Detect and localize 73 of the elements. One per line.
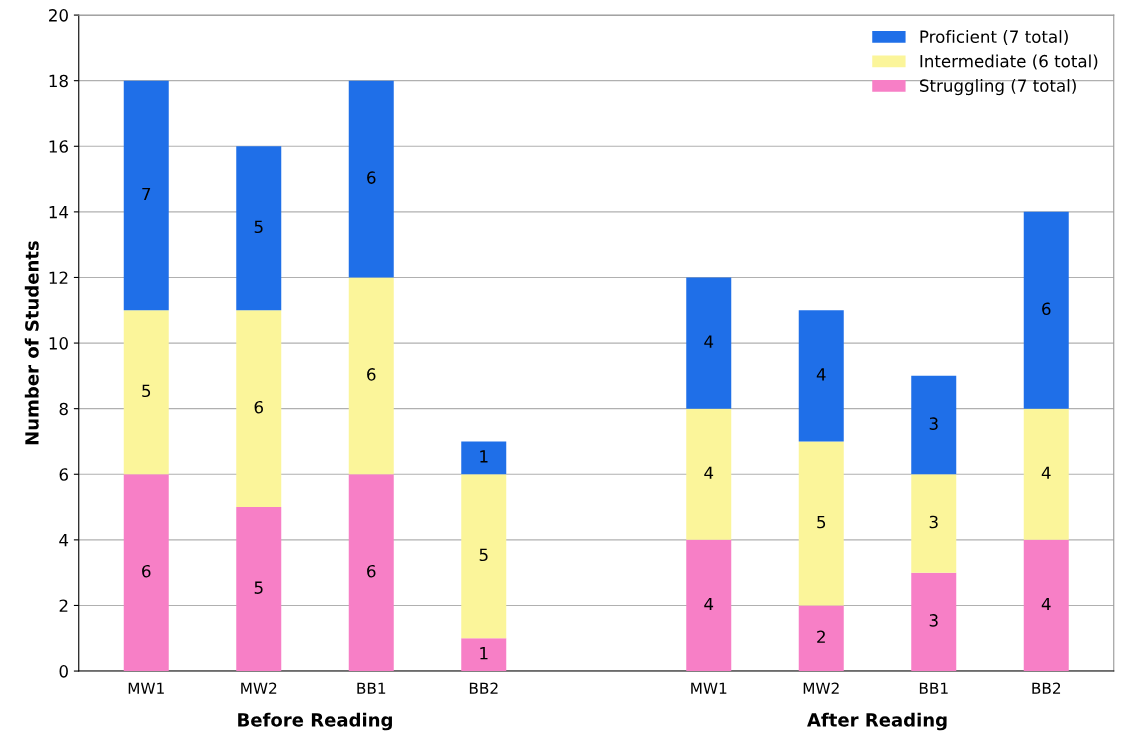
bar <box>348 474 394 672</box>
data-label: 5 <box>817 515 826 529</box>
data-label: 1 <box>480 450 488 463</box>
bar <box>798 605 844 672</box>
bar <box>461 441 507 475</box>
data-label: 3 <box>929 614 938 627</box>
y-tick-label: 2 <box>59 599 68 612</box>
x-tick-label: MW2 <box>241 682 277 694</box>
bar <box>1023 408 1069 540</box>
data-label: 6 <box>142 564 151 578</box>
data-label: 3 <box>929 515 938 529</box>
bar <box>798 441 844 606</box>
text: After Reading <box>807 712 947 731</box>
bar <box>686 539 732 672</box>
x-tick-label: BB1 <box>357 682 386 694</box>
data-label: 4 <box>1041 466 1051 479</box>
bar <box>911 375 957 475</box>
x-tick-label: MW1 <box>128 682 164 694</box>
bar <box>348 80 394 278</box>
bar <box>686 277 732 409</box>
data-label: 6 <box>367 368 376 381</box>
bar <box>461 638 507 672</box>
legend-label: Struggling (7 total) <box>920 79 1076 96</box>
data-label: 1 <box>480 647 488 660</box>
data-label: 6 <box>367 564 376 578</box>
x-tick-label: MW1 <box>691 682 727 694</box>
legend-label: Intermediate (6 total) <box>920 54 1098 70</box>
y-tick-label: 6 <box>59 468 68 481</box>
bar <box>123 310 169 475</box>
data-label: 5 <box>479 548 488 562</box>
bar <box>348 277 394 475</box>
y-tick-label: 20 <box>49 9 68 22</box>
data-label: 6 <box>367 171 376 184</box>
bar <box>911 572 957 672</box>
data-label: 2 <box>817 630 825 643</box>
bar <box>1023 539 1069 672</box>
x-tick-label: BB1 <box>919 682 948 694</box>
bar <box>461 474 507 639</box>
bar <box>236 310 282 508</box>
data-label: 5 <box>254 220 263 234</box>
x-tick-label: MW2 <box>803 682 839 694</box>
legend-label: Proficient (7 total) <box>920 30 1068 45</box>
data-label: 4 <box>704 597 714 611</box>
y-axis-title: Number of Students <box>24 241 39 445</box>
y-tick-label: 16 <box>49 140 68 153</box>
data-label: 5 <box>142 384 151 398</box>
text: Before Reading <box>238 712 392 731</box>
bar <box>236 507 282 672</box>
y-tick-label: 10 <box>49 337 68 350</box>
y-tick-label: 14 <box>49 206 69 219</box>
bar <box>123 80 169 311</box>
y-tick-label: 0 <box>59 665 68 678</box>
data-label: 5 <box>254 581 263 594</box>
bar <box>1023 211 1069 409</box>
data-label: 4 <box>704 335 714 348</box>
data-label: 7 <box>142 187 151 201</box>
data-label: 4 <box>1041 597 1051 611</box>
y-tick-label: 8 <box>59 402 68 416</box>
x-tick-label: BB2 <box>1032 682 1061 694</box>
y-tick-label: 18 <box>49 74 68 88</box>
bar <box>686 408 732 540</box>
bar <box>798 310 844 442</box>
data-label: 6 <box>1042 302 1051 316</box>
y-tick-label: 4 <box>59 534 69 547</box>
y-tick-label: 12 <box>49 271 68 284</box>
bar <box>123 474 169 672</box>
data-label: 3 <box>929 417 938 430</box>
bar <box>236 146 282 311</box>
bar <box>911 474 957 573</box>
x-tick-label: BB2 <box>469 682 498 694</box>
data-label: 4 <box>704 466 714 479</box>
data-label: 4 <box>816 368 826 381</box>
data-label: 6 <box>254 400 263 414</box>
